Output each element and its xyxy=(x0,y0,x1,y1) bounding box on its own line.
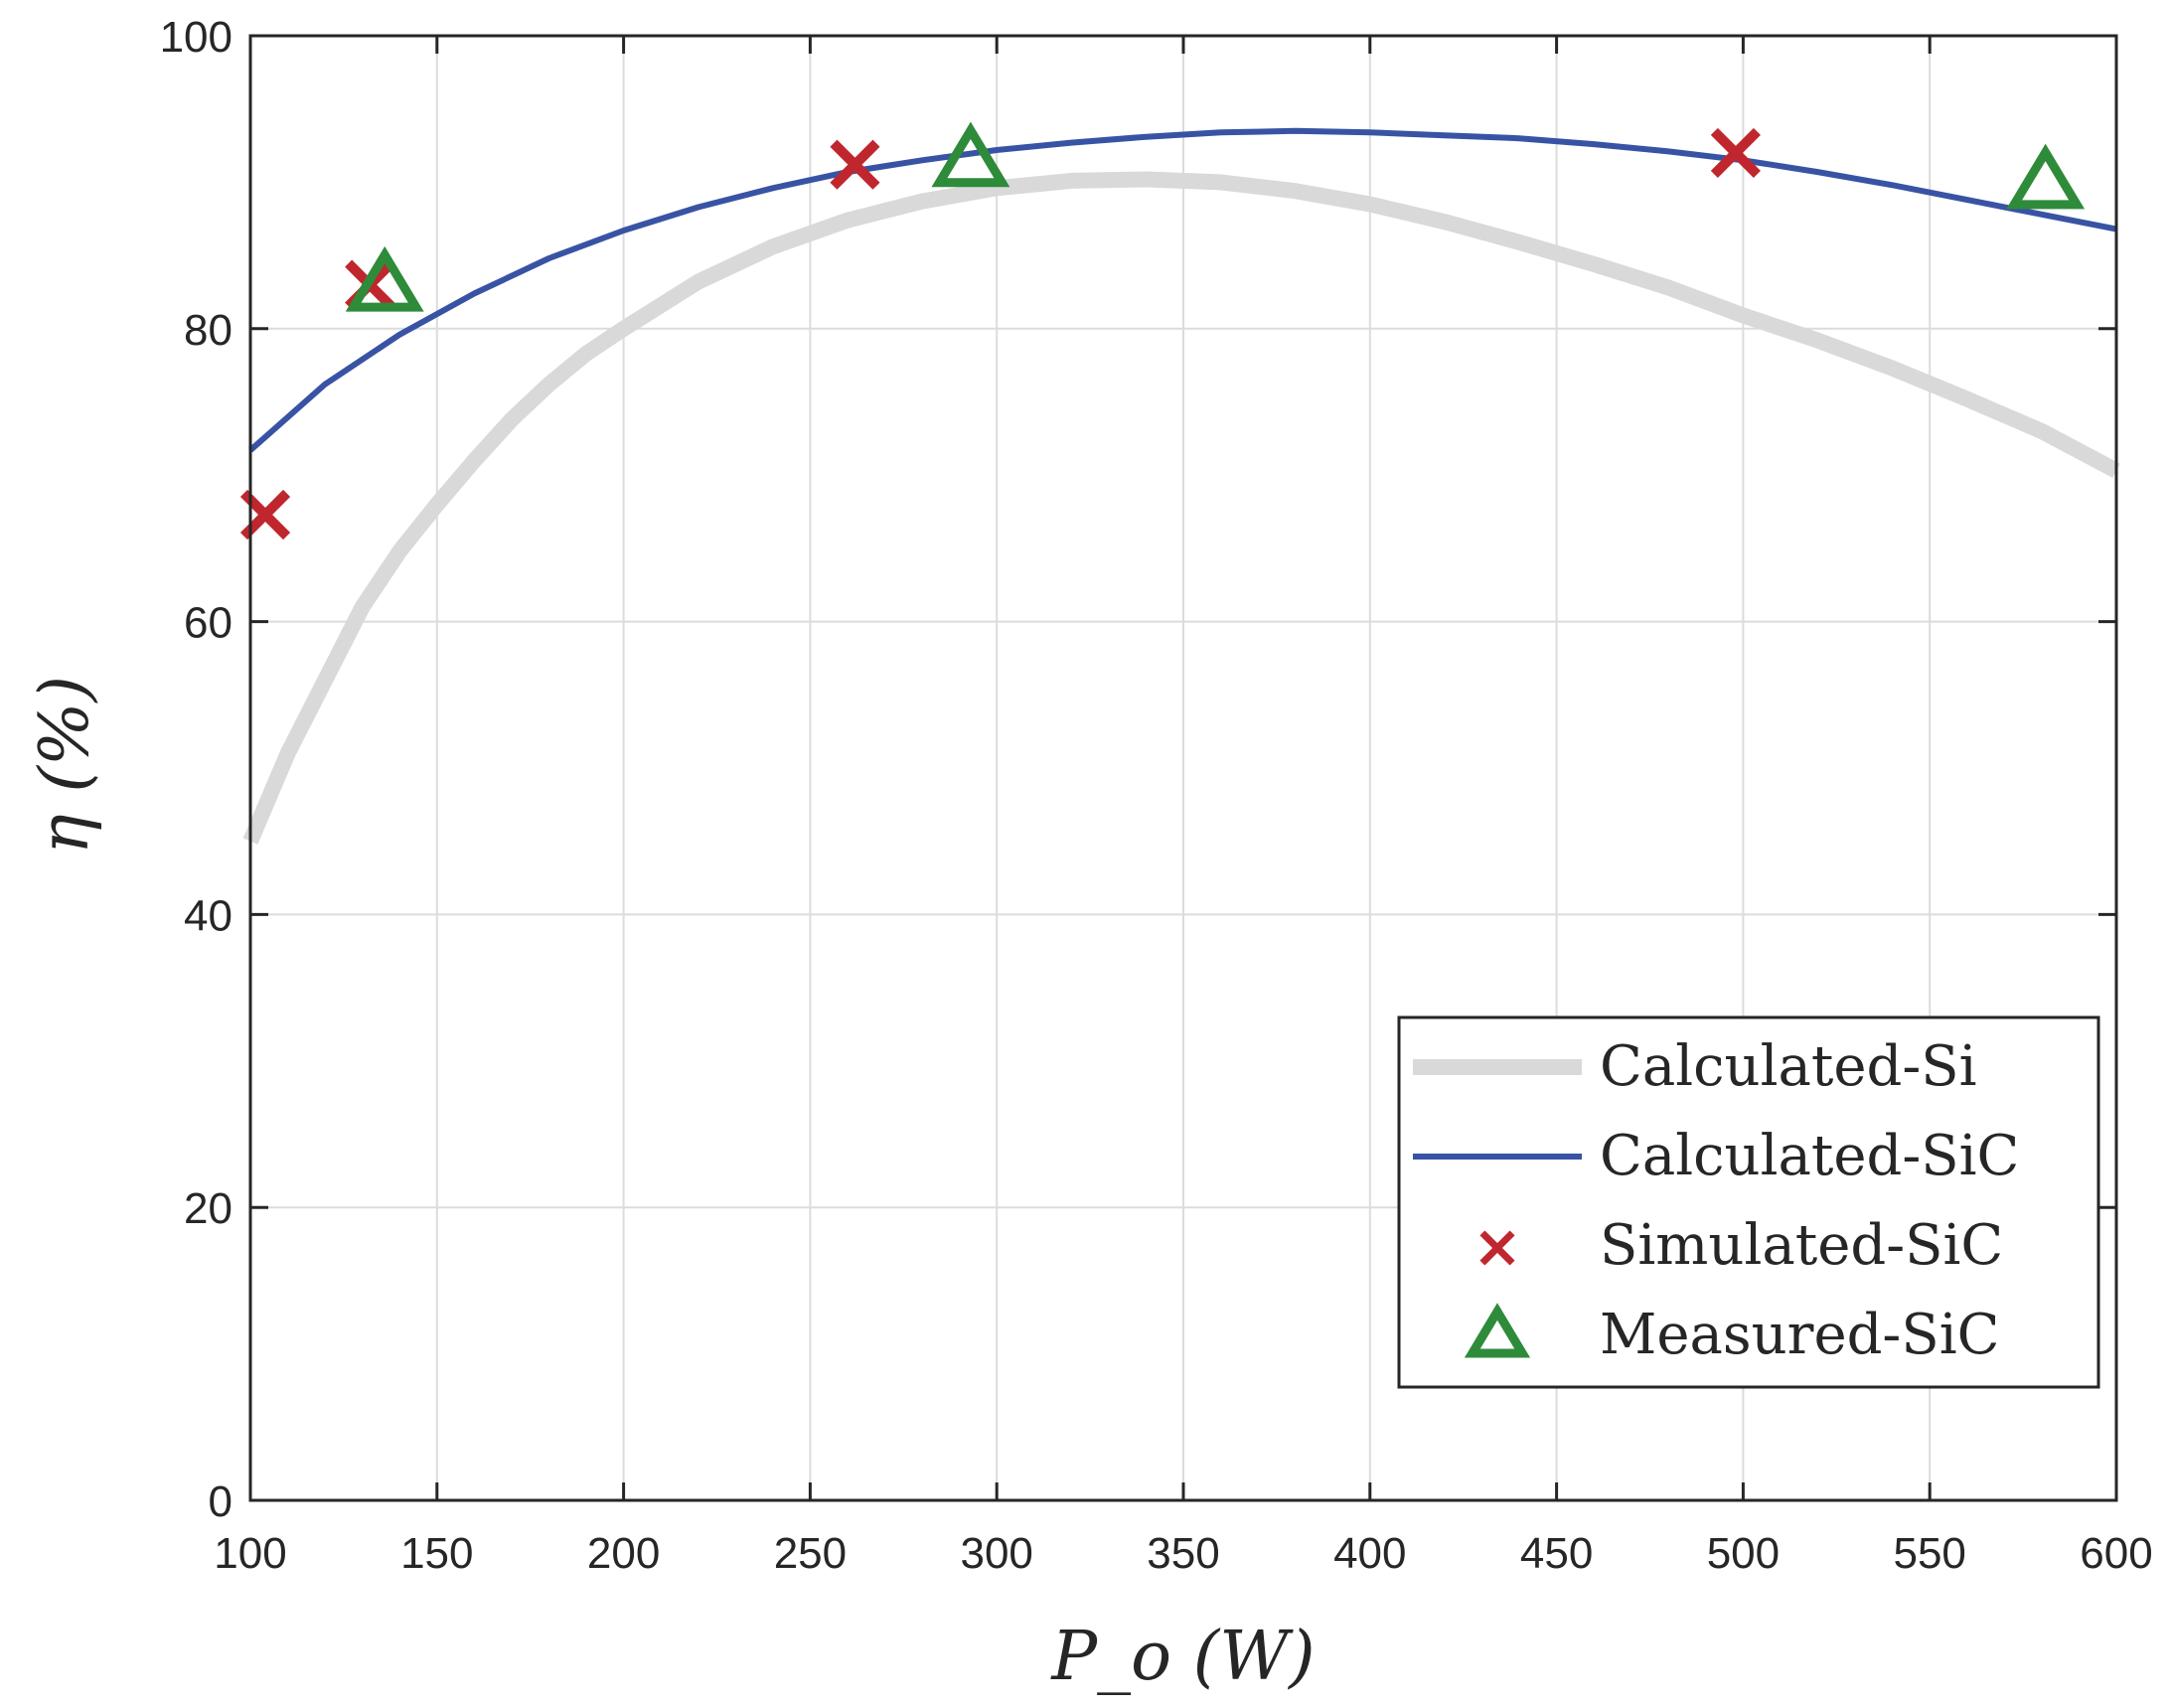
x-tick-label: 450 xyxy=(1520,1529,1593,1578)
x-tick-label: 600 xyxy=(2080,1529,2152,1578)
x-tick-label: 250 xyxy=(774,1529,847,1578)
legend-label-calculated-si: Calculated-Si xyxy=(1600,1034,1977,1099)
simulated-x-stroke xyxy=(1710,127,1761,178)
simulated-x-stroke xyxy=(1479,1230,1515,1266)
y-tick-label: 100 xyxy=(160,13,233,62)
simulated-point xyxy=(239,489,291,541)
simulated-x-stroke xyxy=(239,489,291,541)
legend-triangle-glyph xyxy=(1464,1303,1531,1358)
simulated-x-stroke xyxy=(830,139,880,190)
series-line-calculated-si xyxy=(242,171,2120,845)
x-axis-label: P_o (W) xyxy=(1049,1618,1315,1696)
legend-marker-measured-sic xyxy=(1464,1303,1531,1358)
y-axis-label: η (%) xyxy=(26,676,104,854)
x-tick-label: 100 xyxy=(214,1529,286,1578)
y-tick-label: 80 xyxy=(184,306,233,355)
y-tick-labels: 0 20 40 60 80 100 xyxy=(160,13,233,1526)
x-tick-label: 150 xyxy=(400,1529,473,1578)
legend-label-simulated-sic: Simulated-SiC xyxy=(1600,1213,2003,1278)
simulated-point xyxy=(1710,127,1761,178)
measured-point xyxy=(345,245,424,312)
legend-x-glyph xyxy=(1479,1230,1515,1266)
x-tick-label: 500 xyxy=(1707,1529,1780,1578)
x-tick-labels: 100 150 200 250 300 350 400 450 500 550 600 xyxy=(214,1529,2152,1578)
legend: Calculated-Si Calculated-SiC Simulated-S… xyxy=(1397,1015,2100,1389)
y-tick-label: 20 xyxy=(184,1184,233,1233)
x-tick-label: 550 xyxy=(1893,1529,1965,1578)
legend-label-calculated-sic: Calculated-SiC xyxy=(1600,1124,2019,1188)
x-tick-label: 300 xyxy=(960,1529,1032,1578)
series-line-calculated-sic xyxy=(248,127,2117,453)
series-lines xyxy=(242,127,2120,845)
simulated-point xyxy=(830,139,880,190)
legend-box xyxy=(1397,1015,2100,1389)
measured-point xyxy=(931,121,1010,188)
y-tick-label: 40 xyxy=(184,891,233,940)
y-tick-label: 0 xyxy=(209,1477,233,1526)
axis-ticks xyxy=(248,34,2118,1502)
measured-point xyxy=(2006,143,2086,210)
series-markers xyxy=(239,121,2086,541)
x-tick-label: 400 xyxy=(1333,1529,1406,1578)
legend-marker-simulated-sic xyxy=(1479,1230,1515,1266)
y-tick-label: 60 xyxy=(184,599,233,648)
x-tick-label: 350 xyxy=(1147,1529,1219,1578)
legend-label-measured-sic: Measured-SiC xyxy=(1600,1303,1999,1367)
x-tick-label: 200 xyxy=(587,1529,660,1578)
